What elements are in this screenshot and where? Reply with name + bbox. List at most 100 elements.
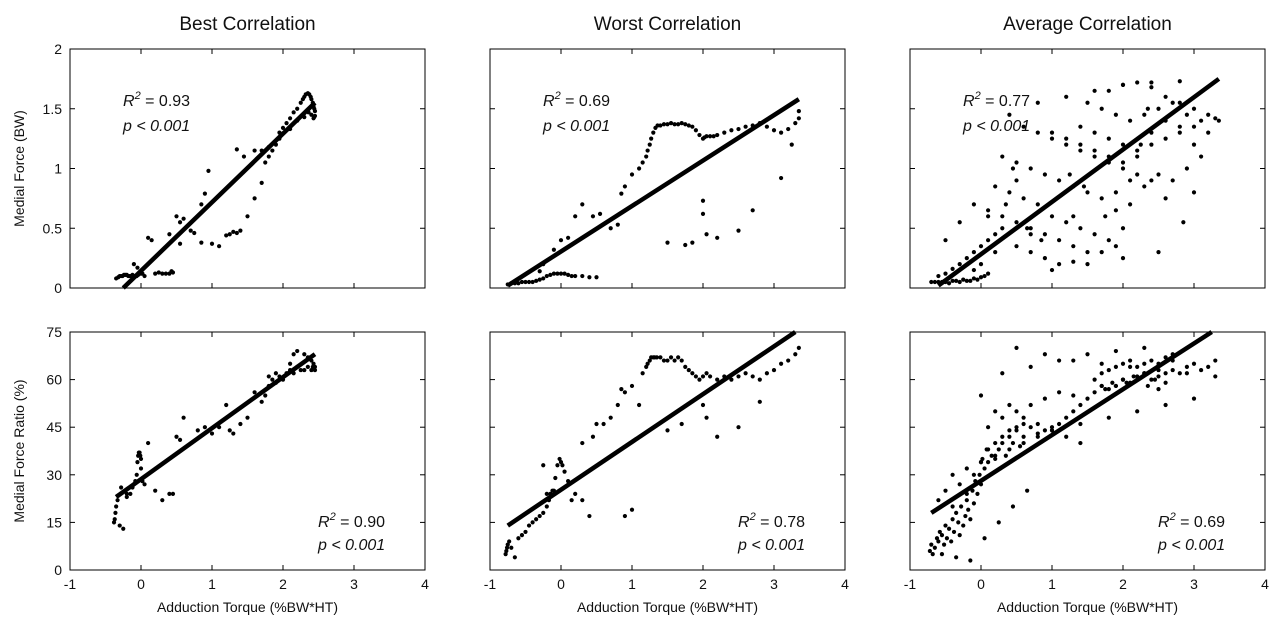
data-point [1028, 250, 1033, 255]
data-point [138, 466, 144, 471]
data-point [209, 431, 215, 436]
data-point [697, 132, 702, 138]
data-point [1120, 377, 1126, 382]
data-point [975, 491, 980, 496]
data-point [590, 214, 596, 219]
data-point [715, 377, 720, 382]
data-point [993, 456, 998, 462]
data-point [309, 112, 314, 117]
plot-frame [489, 331, 846, 571]
data-point [1007, 112, 1012, 117]
data-point [1113, 112, 1118, 117]
data-point [566, 235, 571, 240]
data-point [736, 126, 741, 132]
data-point [1177, 79, 1182, 84]
data-point [1191, 106, 1197, 111]
data-point [1106, 387, 1111, 392]
data-point [971, 250, 977, 255]
x-tick-label: 0 [557, 576, 565, 592]
data-point [683, 242, 688, 248]
data-point [715, 434, 720, 439]
data-point [1099, 371, 1104, 376]
data-point [1057, 421, 1062, 427]
data-point [167, 491, 172, 496]
data-point [302, 367, 307, 373]
data-point [1000, 154, 1005, 159]
data-point [665, 428, 670, 433]
data-point [560, 463, 565, 468]
data-point [163, 271, 168, 276]
data-point [1035, 130, 1040, 135]
data-point [793, 352, 798, 357]
data-point [736, 374, 741, 379]
data-point [1099, 361, 1104, 366]
data-point [796, 345, 801, 350]
data-point [665, 122, 670, 127]
data-point [170, 270, 176, 275]
x-tick-label: 4 [1261, 576, 1269, 592]
data-point [1049, 425, 1055, 430]
data-point [934, 536, 940, 541]
data-point [946, 526, 952, 531]
data-point [1181, 220, 1186, 225]
data-point [1010, 166, 1016, 171]
data-point [946, 281, 952, 286]
data-point [1113, 348, 1118, 354]
data-point [569, 498, 574, 503]
r-symbol: R [963, 93, 975, 110]
data-point [1184, 166, 1189, 171]
data-point [1213, 374, 1218, 379]
data-point [1128, 118, 1133, 123]
data-point [764, 371, 770, 376]
data-point [1177, 100, 1182, 105]
data-point [700, 198, 706, 203]
data-point [982, 466, 987, 471]
data-point [1156, 172, 1161, 177]
data-point [1156, 374, 1161, 379]
data-point [530, 520, 535, 525]
data-point [167, 232, 172, 237]
data-point [679, 120, 684, 126]
x-tick-label: 3 [1190, 576, 1198, 592]
data-point [1014, 345, 1019, 350]
p-value-annotation: p < 0.001 [542, 118, 610, 135]
data-point [1057, 238, 1062, 243]
data-point [963, 513, 968, 519]
data-point [793, 120, 798, 126]
data-point [690, 371, 695, 376]
r-squared-annotation: R2 = 0.78 [738, 511, 805, 531]
data-point [954, 555, 959, 560]
data-point [1042, 428, 1047, 433]
data-point [1057, 358, 1062, 363]
data-point [943, 271, 948, 276]
data-point [708, 134, 713, 139]
data-point [700, 374, 706, 379]
data-point [957, 482, 962, 487]
data-point [704, 134, 709, 139]
data-point [557, 456, 562, 462]
data-point [647, 142, 652, 147]
x-axis-label: Adduction Torque (%BW*HT) [997, 599, 1178, 615]
regression-line [114, 352, 317, 499]
data-point [1064, 142, 1069, 147]
data-point [658, 123, 663, 128]
data-point [202, 191, 207, 196]
data-point [930, 552, 935, 557]
data-point [544, 504, 549, 509]
data-point [1010, 504, 1016, 509]
plot-frame [69, 331, 426, 571]
data-point [266, 154, 271, 159]
data-point [1128, 202, 1133, 207]
data-point [989, 453, 994, 458]
data-point [1145, 383, 1150, 389]
data-point [1014, 220, 1019, 225]
data-point [209, 241, 215, 246]
r-value: = 0.93 [141, 93, 190, 110]
x-tick-label: 1 [628, 576, 636, 592]
data-point [1007, 428, 1012, 433]
data-point [252, 390, 257, 395]
data-point [936, 539, 941, 544]
data-point [1106, 88, 1111, 93]
